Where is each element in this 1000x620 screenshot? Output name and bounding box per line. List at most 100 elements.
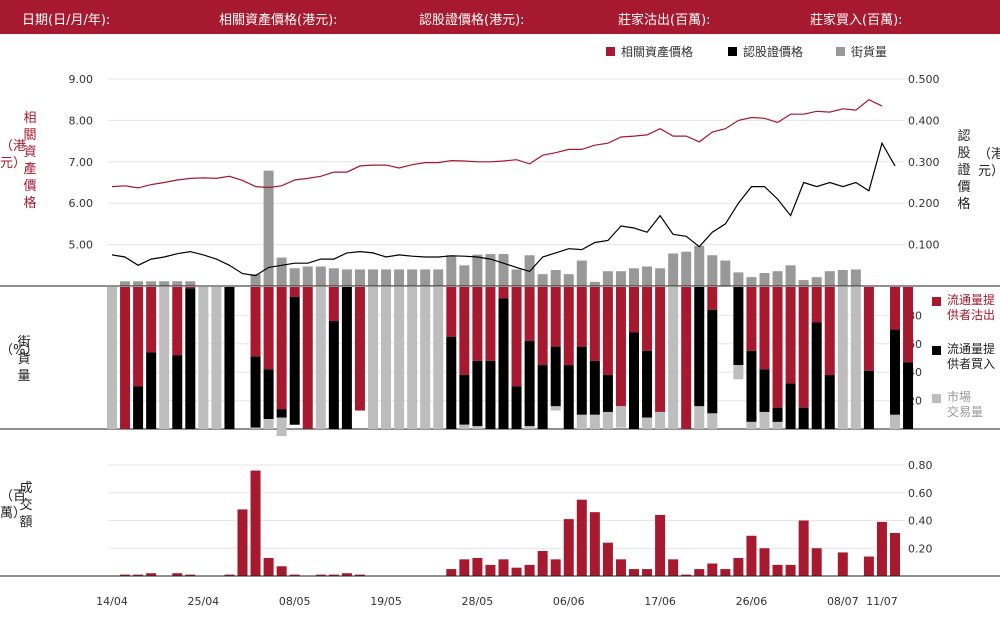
- turnover-bar: [746, 535, 757, 576]
- street-volume-bar: [576, 260, 587, 286]
- sell-share-bar: [120, 287, 131, 429]
- y-tick-right-warrant: 0.400: [908, 114, 940, 127]
- market-share-bar: [746, 421, 757, 429]
- street-volume-bar: [354, 269, 365, 286]
- left-axis-turnover-label: 成交額: [19, 481, 33, 530]
- y-tick-turnover: 0.40: [908, 515, 933, 528]
- buy-share-bar: [485, 360, 496, 429]
- street-volume-bar: [720, 260, 731, 286]
- street-volume-bar: [368, 269, 378, 286]
- street-volume-bar: [328, 268, 339, 286]
- turnover-bar: [602, 542, 613, 576]
- buy-share-bar: [289, 296, 300, 425]
- sell-share-bar: [133, 287, 144, 387]
- street-volume-bar: [694, 245, 705, 286]
- street-volume-bar: [302, 266, 313, 286]
- legend-market: 街貨量: [836, 43, 887, 60]
- sell-share-bar: [707, 287, 718, 310]
- sell-share-bar: [772, 287, 783, 408]
- buy-share-bar: [511, 386, 522, 429]
- issuer-sell-label: 莊家沽出(百萬):: [618, 13, 711, 28]
- market-share-bar: [524, 426, 535, 429]
- buy-share-bar: [446, 336, 457, 429]
- street-volume-bar: [472, 254, 483, 286]
- street-volume-bar: [615, 271, 626, 286]
- sell-share-bar: [511, 287, 522, 387]
- turnover-bar: [485, 564, 496, 576]
- buy-share-bar: [263, 369, 274, 420]
- street-volume-bar: [276, 257, 287, 286]
- buy-share-bar: [276, 409, 287, 418]
- market-share-bar: [263, 419, 274, 429]
- turnover-bar: [563, 519, 574, 576]
- legend-market-label: 街貨量: [851, 45, 888, 59]
- market-share-bar: [837, 287, 848, 429]
- turnover-bar: [185, 574, 196, 576]
- x-tick-label: 17/06: [644, 595, 676, 608]
- buy-share-bar: [707, 309, 718, 414]
- street-volume-bar: [511, 269, 522, 286]
- street-volume-bar: [681, 251, 692, 286]
- street-volume-bar: [655, 268, 666, 286]
- sell-share-bar: [263, 287, 274, 370]
- turnover-bar: [341, 573, 352, 576]
- market-share-bar: [589, 414, 600, 429]
- street-volume-bar: [407, 269, 418, 286]
- x-tick-label: 11/07: [866, 595, 898, 608]
- turnover-bar: [276, 566, 287, 576]
- sell-share-bar: [785, 287, 796, 384]
- turnover-bar: [250, 470, 261, 576]
- market-share-bar: [198, 287, 209, 429]
- buy-share-bar: [642, 350, 653, 418]
- turnover-bar: [550, 559, 561, 576]
- buy-share-bar: [524, 340, 535, 427]
- legend-warrant-label: 認股證價格: [743, 45, 804, 59]
- street-volume-bar: [250, 274, 261, 286]
- legend-warrant-swatch: [728, 47, 737, 56]
- market-share-bar: [772, 421, 783, 429]
- x-tick-label: 06/06: [553, 595, 585, 608]
- buy-share-bar: [824, 375, 835, 429]
- turnover-bar: [172, 573, 183, 576]
- market-share-bar: [433, 287, 444, 429]
- legend-asset-swatch: [606, 47, 615, 56]
- sell-share-bar: [446, 287, 457, 337]
- street-volume-bar: [772, 271, 783, 286]
- market-share-bar: [576, 414, 587, 429]
- market-share-bar: [250, 427, 261, 429]
- sell-share-bar: [824, 287, 835, 376]
- sell-share-bar: [302, 287, 313, 429]
- buy-share-bar: [341, 287, 352, 429]
- left-axis-asset-label: 相關資產價格: [23, 111, 37, 211]
- side-market-swatch: [932, 394, 941, 403]
- turnover-bar: [328, 574, 339, 576]
- street-volume-bar: [185, 281, 196, 286]
- sell-share-bar: [798, 287, 809, 408]
- side-sell-text: 流通量提 供者沽出: [947, 293, 996, 322]
- turnover-bar: [759, 548, 770, 576]
- sell-share-bar: [642, 287, 653, 351]
- street-volume-bar: [420, 269, 431, 286]
- sell-share-bar: [563, 287, 574, 366]
- turnover-bar: [655, 514, 666, 576]
- street-volume-bar: [341, 269, 352, 286]
- turnover-bar: [733, 557, 744, 576]
- turnover-bar: [146, 573, 157, 576]
- sell-share-bar: [185, 287, 196, 289]
- street-volume-bar: [837, 270, 848, 286]
- turnover-bar: [890, 532, 900, 576]
- buy-share-bar: [863, 370, 874, 429]
- market-share-bar: [315, 287, 326, 429]
- market-share-bar: [394, 287, 405, 429]
- turnover-bar: [472, 557, 483, 576]
- street-volume-bar: [589, 281, 600, 286]
- market-share-bar: [276, 417, 287, 437]
- buy-share-bar: [537, 365, 548, 429]
- street-volume-bar: [159, 281, 170, 286]
- sell-share-bar: [485, 287, 496, 361]
- street-volume-bar: [707, 255, 718, 286]
- market-share-bar: [472, 426, 483, 429]
- street-volume-bar: [263, 170, 274, 286]
- buy-share-bar: [576, 346, 587, 415]
